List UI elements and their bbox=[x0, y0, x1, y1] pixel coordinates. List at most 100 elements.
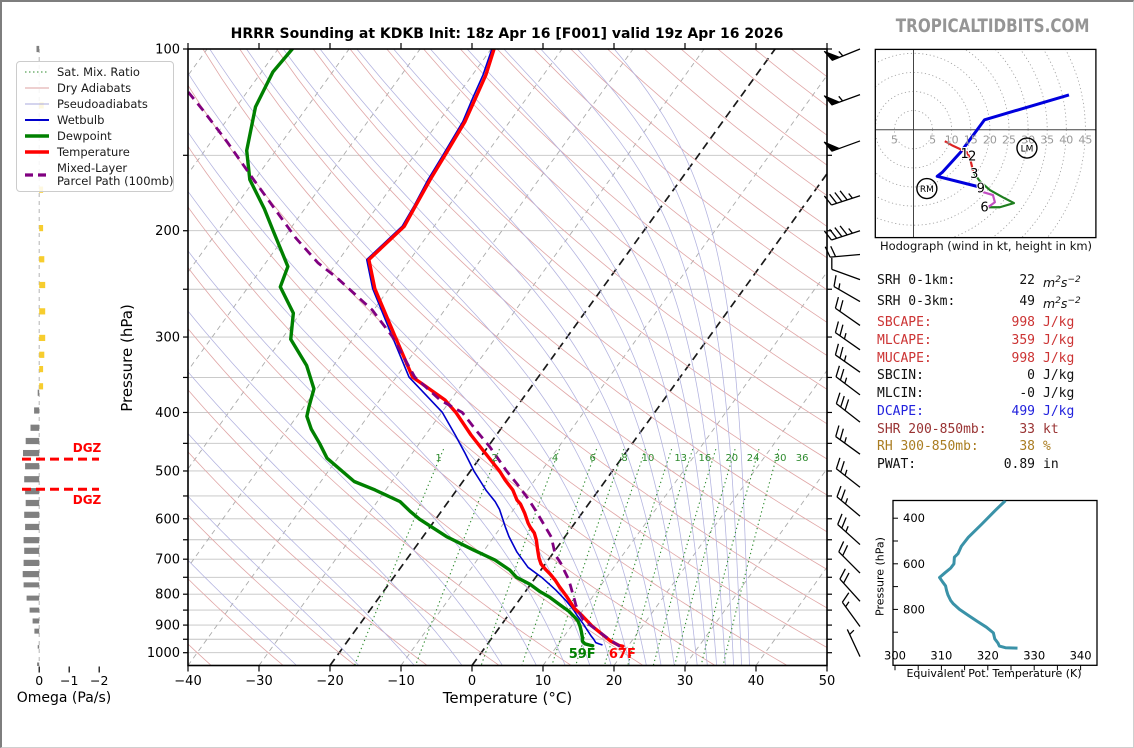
theta-e-axis-label: Equivalent Pot. Temperature (K) bbox=[906, 667, 1082, 680]
omega-tick-label: 0 bbox=[35, 673, 43, 688]
hodo-height-label: 6 bbox=[980, 201, 988, 216]
index-value: 998 bbox=[1011, 350, 1035, 366]
watermark-tropicaltidbits: TROPICALTIDBITS.COM bbox=[895, 16, 1090, 37]
theta-e-x-tick-label: 310 bbox=[930, 648, 952, 662]
hodo-ring-label: 15 bbox=[964, 134, 978, 147]
mixing-ratio-label: 20 bbox=[725, 453, 738, 464]
x-tick-label: 10 bbox=[535, 674, 552, 689]
omega-bar-yellow bbox=[39, 365, 44, 373]
index-label: SHR 200-850mb: bbox=[877, 421, 987, 437]
wind-barb bbox=[823, 93, 861, 106]
index-label: SBCIN: bbox=[877, 368, 924, 384]
omega-bar-gray bbox=[25, 437, 40, 445]
wind-barb bbox=[841, 592, 861, 627]
hodograph-trace-9km-up bbox=[935, 93, 1070, 189]
index-row: SRH 0-3km: 49 m2s−2 bbox=[877, 293, 1090, 314]
index-label: SRH 0-1km: bbox=[877, 273, 956, 288]
mixing-ratio-label: 2 bbox=[491, 453, 497, 464]
index-row: PWAT: 0.89 in bbox=[877, 456, 1090, 474]
storm-motion-marker bbox=[916, 177, 938, 200]
omega-bar-gray bbox=[37, 389, 40, 396]
hodo-ring-label: 5 bbox=[929, 134, 936, 147]
pressure-tick-label: 200 bbox=[155, 224, 180, 239]
x-tick-label: 50 bbox=[819, 674, 836, 689]
index-row: SBCIN: 0 J/kg bbox=[877, 367, 1090, 385]
omega-bar-yellow bbox=[39, 334, 46, 342]
x-tick-label: 30 bbox=[677, 674, 694, 689]
index-unit: m2s−2 bbox=[1043, 275, 1081, 291]
pressure-tick-label: 500 bbox=[155, 464, 180, 479]
legend-item-label: Temperature bbox=[57, 145, 130, 160]
omega-bar-gray bbox=[37, 645, 40, 649]
hodo-height-label: 2 bbox=[968, 149, 976, 164]
hodo-ring-label: 45 bbox=[1078, 134, 1092, 147]
index-value: 998 bbox=[1011, 314, 1035, 330]
storm-motion-label: LM bbox=[1021, 145, 1034, 155]
index-label: SRH 0-3km: bbox=[877, 293, 956, 309]
index-row: SHR 200-850mb: 33 kt bbox=[877, 421, 1090, 439]
index-row: DCAPE: 499 J/kg bbox=[877, 403, 1090, 421]
pressure-tick-label: 800 bbox=[155, 588, 180, 603]
index-value: 0.89 bbox=[1003, 457, 1035, 473]
pressure-tick-label: 600 bbox=[155, 512, 180, 527]
pressure-tick-label: 100 bbox=[155, 43, 180, 58]
x-tick-label: −20 bbox=[316, 674, 343, 689]
legend-item-label: Mixed-Layer Parcel Path (100mb) bbox=[57, 161, 174, 188]
index-value: 33 bbox=[1019, 421, 1035, 437]
index-unit: J/kg bbox=[1043, 332, 1075, 348]
mixing-ratio-label: 30 bbox=[774, 453, 787, 464]
wind-barb bbox=[823, 190, 861, 206]
omega-bar-gray bbox=[26, 595, 40, 601]
index-label: MLCIN: bbox=[877, 386, 924, 402]
temperature-axis-label: Temperature (°C) bbox=[442, 689, 573, 707]
legend-item-label: Dewpoint bbox=[57, 129, 112, 144]
omega-bar-yellow bbox=[39, 351, 45, 358]
mixing-ratio-label: 4 bbox=[552, 453, 558, 464]
omega-bar-gray bbox=[24, 476, 40, 483]
index-value: 499 bbox=[1011, 403, 1035, 419]
index-row: MUCAPE: 998 J/kg bbox=[877, 350, 1090, 368]
temperature-curve bbox=[367, 49, 625, 649]
pressure-tick-label: 400 bbox=[155, 406, 180, 421]
theta-e-x-tick-label: 320 bbox=[977, 648, 999, 662]
wind-barb bbox=[835, 425, 861, 455]
mixing-ratio-label: 36 bbox=[796, 453, 809, 464]
dewpoint-curve bbox=[244, 49, 595, 648]
wind-barb bbox=[831, 257, 861, 281]
theta-e-p-tick-label: 400 bbox=[903, 511, 925, 525]
index-unit: % bbox=[1043, 439, 1051, 455]
omega-tick-label: −2 bbox=[90, 673, 108, 688]
wind-barb bbox=[846, 629, 861, 657]
hodo-height-label: 9 bbox=[977, 182, 985, 197]
index-row: MLCIN: -0 J/kg bbox=[877, 385, 1090, 403]
legend-box: Sat. Mix. Ratio Dry Adiabats Pseudoadiabat… bbox=[16, 61, 174, 193]
index-label: SBCAPE: bbox=[877, 314, 932, 330]
omega-bar-yellow bbox=[39, 256, 45, 263]
legend-item-label: Sat. Mix. Ratio bbox=[57, 65, 140, 79]
x-tick-label: −40 bbox=[174, 674, 201, 689]
hodograph-panel: 5 5 10 15 20 25 30 35 40 45 12 39 6 RM LM bbox=[874, 48, 1097, 239]
omega-bar-gray bbox=[32, 618, 40, 624]
index-unit: J/kg bbox=[1043, 403, 1075, 419]
wind-barb bbox=[835, 457, 861, 488]
skewt-axes: 1 2 4 6 8 10 13 16 20 24 30 36−40 −30 −20 −10 0 10 20 30 40… bbox=[147, 43, 835, 690]
hodo-ring-label: 40 bbox=[1059, 134, 1073, 147]
legend-item-label: Wetbulb bbox=[57, 113, 105, 128]
theta-e-curve bbox=[938, 500, 1018, 650]
index-unit: J/kg bbox=[1043, 386, 1075, 402]
legend-item: Temperature bbox=[24, 146, 169, 159]
hodograph-trace-6-9km bbox=[977, 186, 996, 209]
index-value: 0 bbox=[1027, 368, 1035, 384]
mixing-ratio-label: 8 bbox=[621, 453, 627, 464]
pressure-tick-label: 1000 bbox=[147, 646, 180, 661]
legend-item: Sat. Mix. Ratio bbox=[24, 66, 169, 79]
legend-item: Pseudoadiabats bbox=[24, 98, 169, 111]
omega-bar-yellow bbox=[39, 224, 44, 232]
wind-barb bbox=[834, 343, 861, 373]
theta-e-p-tick-label: 800 bbox=[903, 602, 925, 616]
omega-bar-gray bbox=[25, 499, 40, 507]
wind-barb bbox=[824, 245, 861, 258]
omega-bar-gray bbox=[23, 559, 40, 567]
skewt-data-curves bbox=[188, 49, 625, 649]
wind-barbs-column bbox=[823, 48, 861, 657]
